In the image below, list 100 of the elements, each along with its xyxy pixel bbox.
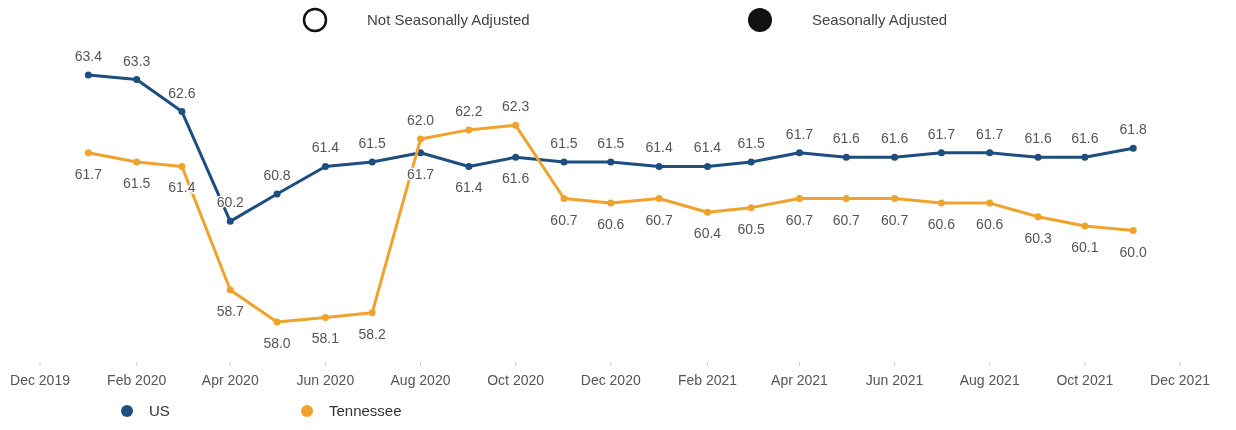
data-label: 60.4 bbox=[693, 225, 722, 242]
legend-label: Tennessee bbox=[329, 402, 402, 419]
point bbox=[891, 153, 899, 161]
point bbox=[795, 149, 803, 157]
data-label: 60.7 bbox=[832, 211, 861, 228]
data-label: 60.6 bbox=[597, 216, 625, 233]
data-label: 60.1 bbox=[1071, 238, 1099, 255]
point bbox=[655, 162, 663, 170]
point bbox=[655, 195, 663, 202]
point bbox=[937, 149, 945, 157]
data-label: 60.8 bbox=[263, 166, 291, 183]
point bbox=[1081, 153, 1089, 161]
data-label: 61.5 bbox=[358, 134, 387, 151]
point bbox=[368, 158, 376, 166]
x-tick-label: Aug 2020 bbox=[390, 372, 451, 388]
point bbox=[986, 149, 994, 157]
point bbox=[747, 158, 755, 166]
x-tick-label: Feb 2021 bbox=[677, 372, 738, 388]
point bbox=[1081, 222, 1089, 230]
x-tick-label: Dec 2021 bbox=[1150, 372, 1211, 388]
data-label: 61.7 bbox=[785, 125, 814, 142]
point bbox=[1034, 213, 1042, 221]
text: Not Seasonally Adjusted bbox=[367, 11, 530, 28]
point bbox=[178, 108, 186, 116]
data-label: 60.3 bbox=[1024, 229, 1052, 246]
data-label: 60.6 bbox=[927, 216, 956, 233]
point bbox=[560, 195, 568, 202]
data-label: 60.7 bbox=[880, 211, 909, 228]
x-tick-label: Apr 2021 bbox=[771, 372, 829, 388]
point bbox=[1129, 227, 1137, 235]
point bbox=[747, 204, 755, 212]
point bbox=[417, 135, 425, 143]
point bbox=[273, 190, 281, 198]
data-label: 61.6 bbox=[832, 130, 861, 147]
point bbox=[842, 153, 850, 161]
data-label: 62.6 bbox=[168, 84, 196, 101]
point bbox=[178, 162, 186, 170]
point bbox=[937, 199, 945, 207]
data-label: 61.4 bbox=[311, 139, 340, 156]
point bbox=[133, 158, 141, 166]
x-tick-label: Apr 2020 bbox=[201, 372, 259, 388]
point bbox=[1034, 153, 1042, 161]
data-label: 61.6 bbox=[1024, 130, 1052, 147]
point bbox=[84, 71, 92, 79]
point bbox=[607, 158, 615, 166]
data-label: 62.3 bbox=[502, 98, 530, 115]
point bbox=[133, 76, 141, 84]
data-label: 60.7 bbox=[550, 211, 578, 228]
point bbox=[512, 121, 520, 129]
data-label: 61.5 bbox=[123, 174, 151, 191]
data-label: 63.3 bbox=[123, 52, 151, 69]
data-label: 62.2 bbox=[455, 102, 483, 119]
legend-label: US bbox=[149, 402, 170, 419]
data-label: 58.1 bbox=[311, 330, 340, 347]
x-tick-label: Dec 2019 bbox=[10, 372, 71, 388]
point bbox=[891, 195, 899, 202]
data-label: 58.2 bbox=[358, 325, 387, 342]
x-tick-label: Oct 2020 bbox=[487, 372, 545, 388]
data-label: 60.0 bbox=[1119, 243, 1148, 260]
data-label: 61.7 bbox=[927, 125, 956, 142]
point bbox=[465, 162, 473, 170]
point bbox=[226, 217, 234, 225]
point bbox=[321, 162, 329, 170]
x-tick-label: Jun 2020 bbox=[296, 372, 355, 388]
text: Seasonally Adjusted bbox=[812, 11, 948, 28]
point bbox=[465, 126, 473, 134]
point bbox=[986, 199, 994, 207]
point bbox=[703, 162, 711, 170]
data-label: 58.7 bbox=[216, 302, 245, 319]
point bbox=[226, 286, 234, 294]
point bbox=[84, 149, 92, 157]
point bbox=[795, 195, 803, 202]
x-tick-label: Dec 2020 bbox=[580, 372, 641, 388]
data-label: 61.4 bbox=[693, 139, 722, 156]
point bbox=[560, 158, 568, 166]
data-label: 60.7 bbox=[785, 211, 814, 228]
data-label: 61.6 bbox=[1071, 130, 1099, 147]
data-label: 60.7 bbox=[645, 211, 673, 228]
point bbox=[703, 208, 711, 216]
data-label: 61.5 bbox=[550, 134, 578, 151]
point bbox=[321, 313, 329, 321]
point bbox=[1129, 144, 1137, 152]
x-tick-label: Feb 2020 bbox=[107, 372, 167, 388]
point bbox=[512, 153, 520, 161]
point bbox=[368, 309, 376, 317]
point bbox=[607, 199, 615, 207]
data-label: 63.4 bbox=[74, 48, 103, 64]
data-label: 61.7 bbox=[976, 125, 1004, 142]
data-label: 62.0 bbox=[406, 112, 435, 129]
data-label: 61.5 bbox=[597, 134, 625, 151]
data-label: 61.8 bbox=[1119, 121, 1148, 138]
data-label: 61.4 bbox=[645, 139, 673, 156]
data-label: 60.6 bbox=[976, 216, 1004, 233]
data-label: 61.5 bbox=[737, 134, 765, 151]
data-label: 60.5 bbox=[737, 220, 765, 237]
data-label: 58.0 bbox=[263, 335, 291, 351]
x-tick-label: Aug 2021 bbox=[959, 372, 1020, 388]
point bbox=[273, 318, 281, 326]
data-label: 61.6 bbox=[502, 170, 530, 187]
data-label: 61.4 bbox=[455, 179, 483, 196]
